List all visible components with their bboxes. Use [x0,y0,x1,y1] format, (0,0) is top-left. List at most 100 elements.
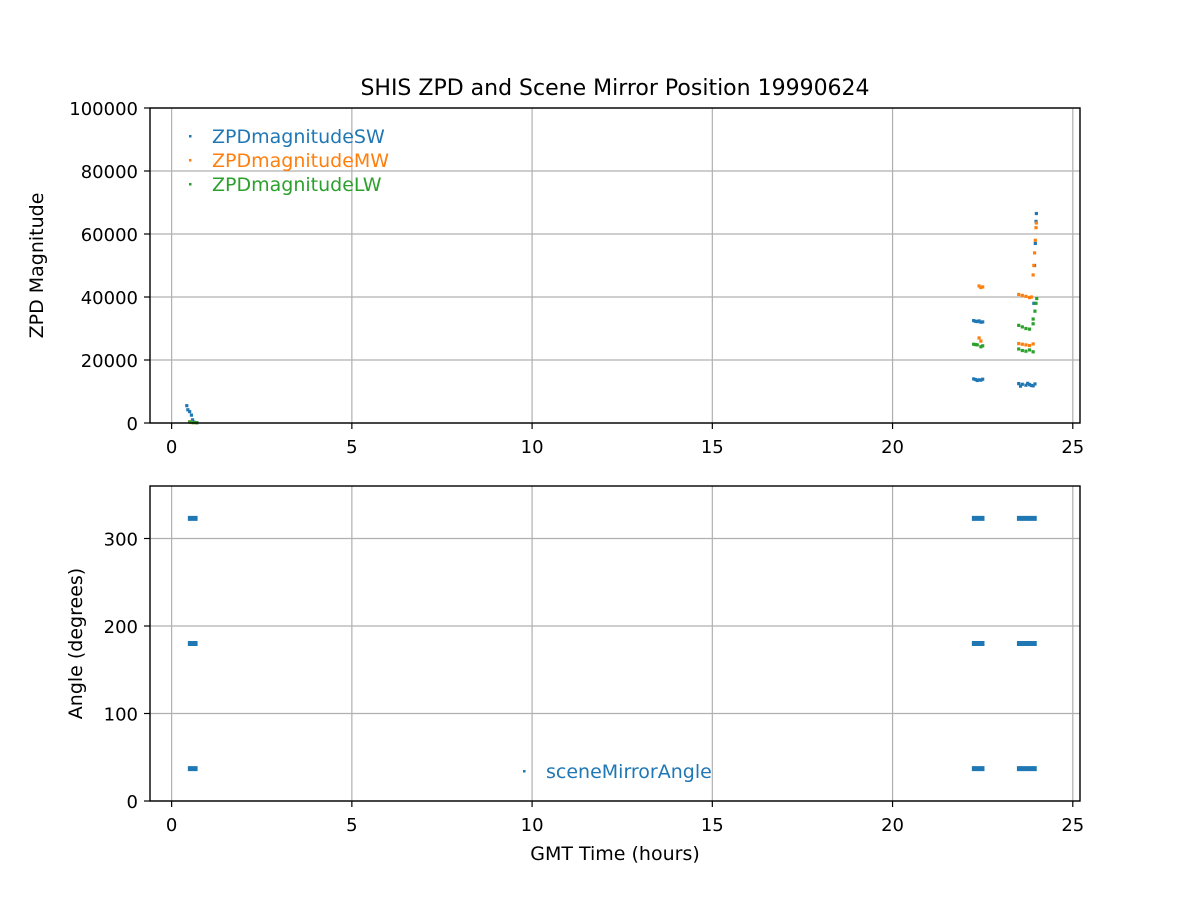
y-tick-label: 200 [104,617,138,638]
y-tick-label: 100000 [69,99,138,120]
data-point [1027,327,1032,331]
axes-frame [149,107,1081,424]
data-point [1031,317,1035,321]
data-point [975,343,979,347]
data-point [977,378,981,382]
data-point [1031,322,1035,326]
data-point [981,377,985,381]
data-point [1026,381,1030,385]
data-point [188,410,192,414]
data-point [190,418,195,422]
data-point [975,378,979,383]
data-point [188,420,192,424]
y-tick-label: 80000 [81,162,138,183]
data-point [1033,309,1037,313]
data-point-cluster [1016,641,1037,646]
legend: ZPDmagnitudeSWZPDmagnitudeMWZPDmagnitude… [189,126,389,196]
x-tick-label: 0 [166,815,177,836]
data-point [972,377,976,381]
data-point [189,413,194,417]
data-point-cluster [971,515,985,521]
data-point [979,345,983,349]
data-point [972,342,976,346]
y-tick-label: 0 [127,792,138,813]
data-point [973,377,978,382]
data-point [1018,384,1023,388]
data-point [1033,238,1037,242]
data-point [1031,350,1035,354]
data-point [1017,382,1021,386]
chart-panel-2: 0 5 10 15 20 25 0 100 200 300 Angle (degrees) scene… [65,485,1084,836]
axes-frame [149,485,1081,802]
data-point [1031,342,1035,346]
data-point [1031,384,1035,388]
data-point-cluster [187,766,198,772]
data-point [1031,273,1035,277]
y-axis-label: Angle (degrees) [65,568,87,719]
data-point [973,319,978,323]
data-point [979,285,983,290]
data-point [977,319,981,323]
x-tick-label: 10 [521,437,544,458]
data-point [1027,348,1032,352]
x-tick-label: 15 [701,815,724,836]
x-tick-label: 20 [881,437,904,458]
data-point [1035,296,1039,301]
data-point [1027,382,1032,387]
y-tick-label: 20000 [81,351,138,372]
data-point [1024,326,1028,331]
x-tick-label: 5 [346,815,357,836]
x-axis-label: GMT Time (hours) [530,843,700,865]
data-point [1024,343,1028,347]
legend-label: ZPDmagnitudeSW [212,126,385,148]
data-point [1020,348,1024,353]
data-point [1032,263,1036,268]
data-point [1032,251,1037,255]
legend-marker [189,183,192,186]
data-point [981,344,985,348]
data-point-cluster [187,641,198,646]
legend-marker [189,159,192,162]
data-point [1024,349,1028,353]
data-point [1034,221,1038,225]
figure-title: SHIS ZPD and Scene Mirror Position 19990… [360,76,869,101]
data-point [981,320,985,324]
data-point [1017,292,1021,297]
data-point [1027,343,1032,348]
y-tick-label: 0 [127,414,138,435]
y-tick-label: 60000 [81,225,138,246]
data-point [973,342,978,347]
data-point [1024,294,1028,298]
x-tick-label: 20 [881,815,904,836]
legend-label: ZPDmagnitudeMW [212,150,389,172]
chart-panel-1: 0 5 10 15 20 25 0 20000 40000 60000 80000 100000 ZPD… [26,99,1084,458]
series-ZPDmagnitudeSW [185,211,1038,425]
data-point [979,320,983,324]
data-point [1020,293,1024,298]
legend-marker [189,135,192,138]
data-point [979,339,983,343]
legend: sceneMirrorAngle [523,761,712,783]
data-point-cluster [971,641,985,646]
y-tick-label: 300 [104,530,138,551]
x-tick-label: 15 [701,437,724,458]
data-point [1017,342,1021,346]
legend-label: sceneMirrorAngle [546,761,712,783]
data-point [1017,347,1021,351]
data-point [1033,382,1037,386]
data-point [1027,296,1032,300]
data-point [977,336,981,340]
y-tick-label: 100 [104,705,138,726]
x-tick-label: 10 [521,815,544,836]
data-point [1034,301,1038,305]
data-point [972,319,976,323]
data-point [1017,323,1021,327]
y-tick-label: 40000 [81,288,138,309]
data-point [977,284,981,288]
data-point [1032,301,1036,305]
data-point-cluster [1016,766,1037,772]
x-tick-label: 5 [346,437,357,458]
data-point-cluster [971,766,985,772]
